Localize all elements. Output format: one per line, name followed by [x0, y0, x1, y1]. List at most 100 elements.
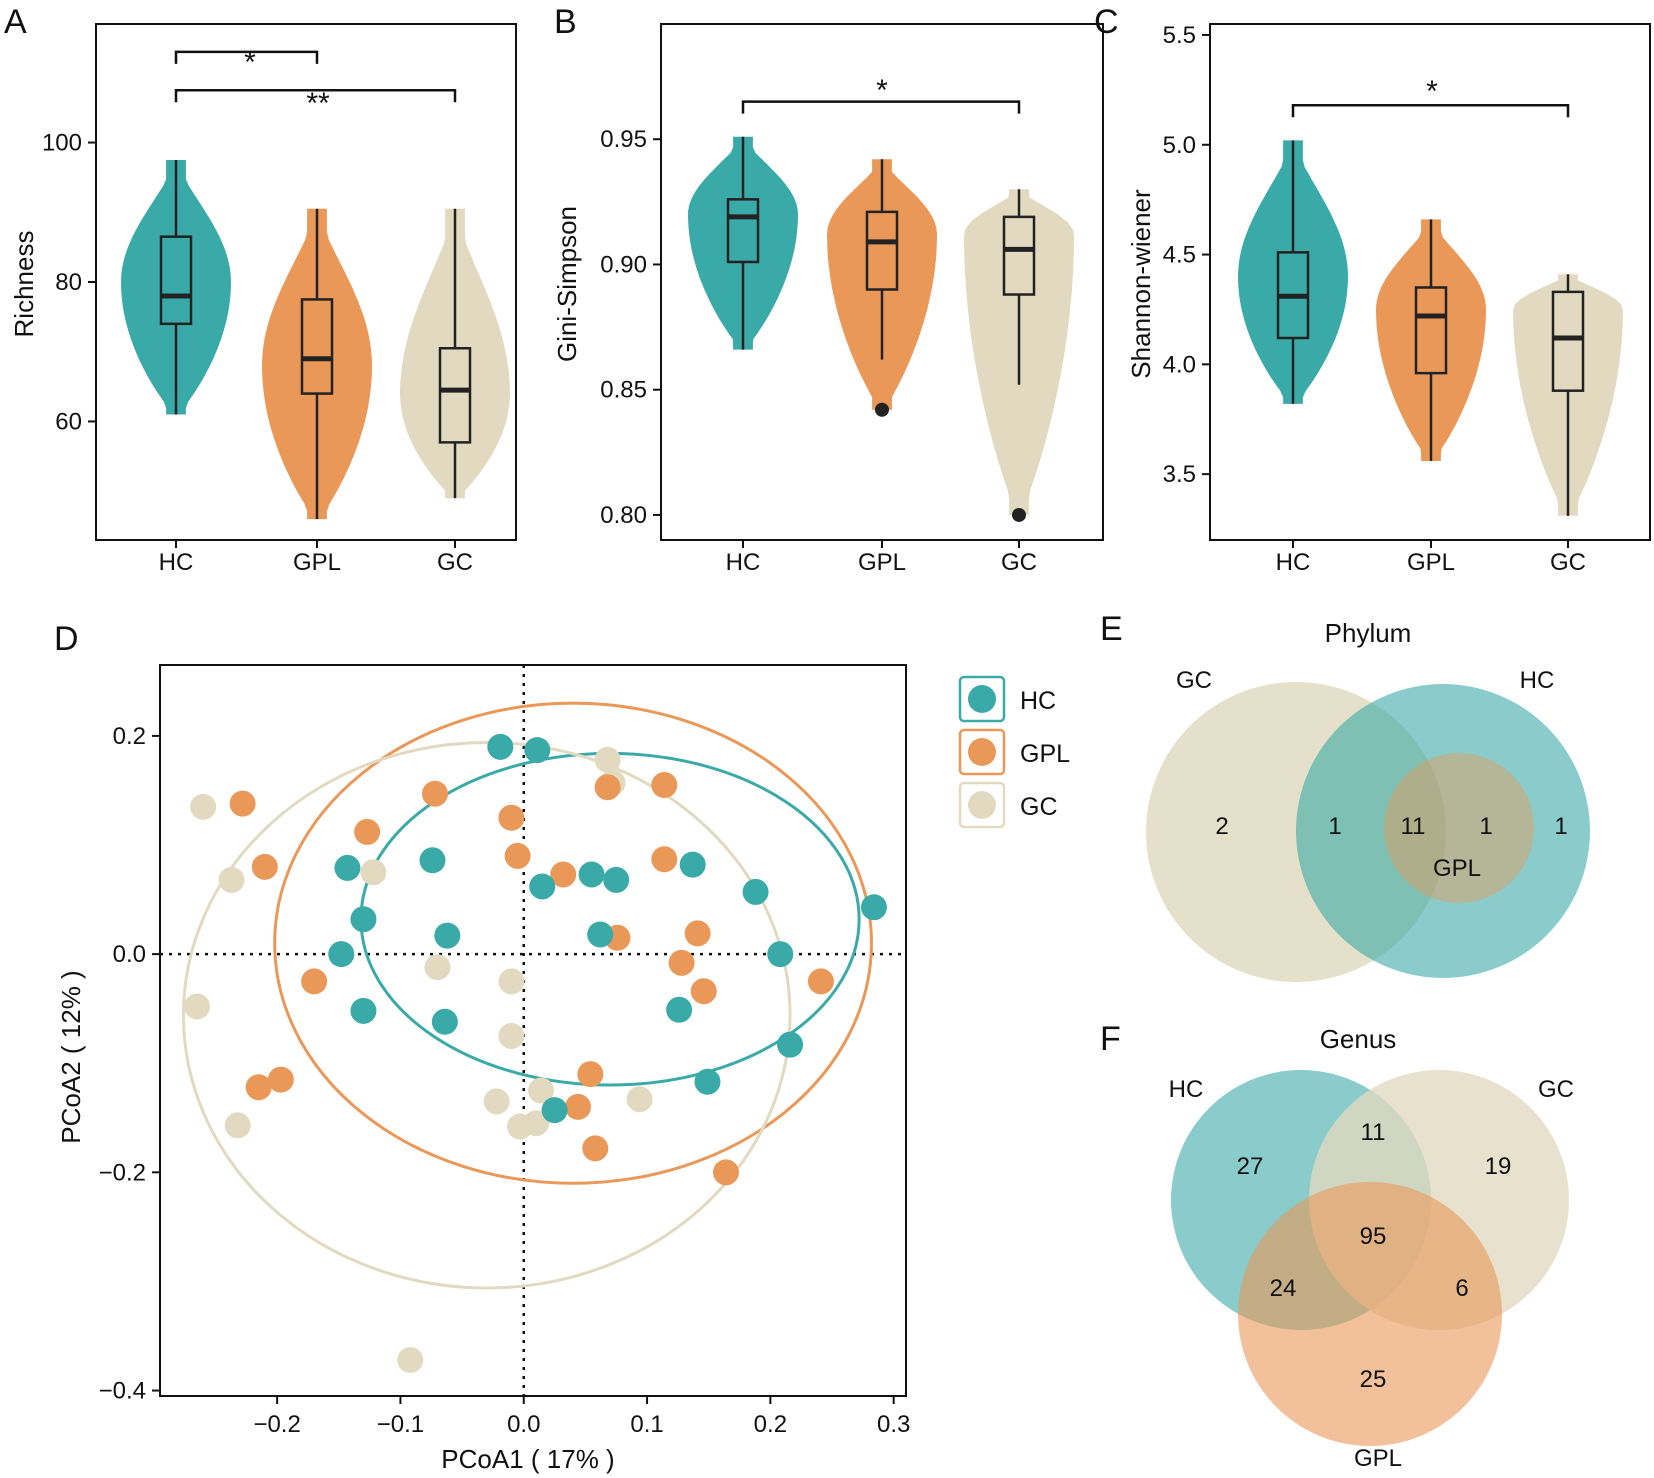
point-gc [224, 1112, 251, 1139]
point-gc [594, 746, 621, 773]
point-gc [498, 968, 525, 995]
legend-label-hc: HC [1020, 687, 1056, 715]
point-hc [694, 1068, 721, 1095]
shannon-violin-panel: Shannon-wiener HC GPL GC * 3.5 4.0 4.5 5.0 5… [1126, 22, 1651, 576]
panel-a-ylabel: Richness [9, 231, 39, 338]
panel-b-ylabel: Gini-Simpson [552, 206, 582, 362]
panel-label-d: D [54, 620, 79, 658]
panel-c-ylabel: Shannon-wiener [1126, 189, 1156, 379]
panel-a-ytick-label: 80 [55, 269, 82, 296]
point-hc [541, 1097, 568, 1124]
point-hc [419, 847, 446, 874]
point-gpl [651, 846, 678, 873]
violin-hc [688, 136, 798, 350]
genus-count-hc-only: 27 [1237, 1153, 1264, 1180]
pcoa-xtick-label: 0.3 [877, 1411, 910, 1438]
point-hc [434, 922, 461, 949]
box-hc [726, 198, 760, 264]
point-gpl [565, 1093, 592, 1120]
point-gpl [550, 861, 577, 888]
box-hc [159, 235, 193, 326]
panel-label-b: B [554, 3, 577, 41]
point-gpl [245, 1074, 272, 1101]
point-gpl [229, 790, 256, 817]
point-hc [524, 737, 551, 764]
panel-b-xtick-hc: HC [726, 549, 761, 576]
point-hc [529, 873, 556, 900]
panel-c-xtick-hc: HC [1276, 549, 1311, 576]
point-gpl [690, 978, 717, 1005]
significance-bracket [741, 100, 1021, 114]
point-hc [777, 1031, 804, 1058]
point-hc [587, 921, 614, 948]
panel-a-ytick-label: 100 [42, 130, 82, 157]
panel-b-sig-label: * [876, 74, 888, 107]
point-hc [431, 1008, 458, 1035]
panel-a-sig-label-1: * [244, 46, 256, 79]
point-hc [350, 906, 377, 933]
pcoa-frame [159, 664, 907, 1397]
violin-gpl [827, 159, 937, 410]
pcoa-ytick-label: −0.2 [99, 1159, 146, 1186]
legend-marker-gc [968, 791, 996, 819]
point-gpl [577, 1061, 604, 1088]
significance-bracket [1291, 103, 1570, 118]
phylum-set-gpl [1384, 753, 1534, 903]
point-gpl [582, 1135, 609, 1162]
legend-label-gpl: GPL [1020, 740, 1070, 768]
genus-count-hc-gpl: 24 [1270, 1275, 1297, 1302]
pcoa-ytick-label: 0.0 [113, 941, 146, 968]
phylum-venn-title: Phylum [1325, 618, 1412, 648]
legend-label-gc: GC [1020, 793, 1058, 821]
panel-c-sig-label: * [1426, 75, 1438, 108]
panel-b-ytick-label: 0.85 [600, 377, 647, 404]
genus-count-gpl-only: 25 [1360, 1366, 1387, 1393]
point-gc [183, 993, 210, 1020]
significance-bracket [174, 50, 319, 64]
violin-hc [1238, 140, 1348, 404]
genus-set-gpl [1238, 1182, 1502, 1446]
box-gpl [300, 298, 334, 395]
panel-c-xtick-gpl: GPL [1407, 549, 1455, 576]
point-hc [666, 996, 693, 1023]
point-hc [603, 866, 630, 893]
panel-a-sig-label-2: ** [306, 87, 330, 120]
genus-label-gc: GC [1538, 1076, 1574, 1103]
point-gpl [712, 1159, 739, 1186]
point-gpl [354, 818, 381, 845]
pcoa-ytick-label: 0.2 [113, 723, 146, 750]
genus-label-gpl: GPL [1354, 1445, 1402, 1472]
point-hc [679, 851, 706, 878]
panel-b-xtick-gc: GC [1001, 549, 1037, 576]
phylum-count-gc-hc: 1 [1328, 813, 1341, 840]
point-gpl [594, 774, 621, 801]
ellipse-gc [181, 740, 792, 1290]
point-gpl [651, 772, 678, 799]
panel-a-xtick-gpl: GPL [293, 549, 341, 576]
pcoa-xtick-label: 0.1 [630, 1411, 663, 1438]
point-gc [523, 1110, 550, 1137]
point-gc [218, 866, 245, 893]
legend-marker-hc [968, 685, 996, 713]
legend-marker-gpl [968, 738, 996, 766]
panel-d-ylabel: PCoA2 ( 12% ) [56, 970, 86, 1143]
outlier-gc [1012, 507, 1026, 522]
pcoa-xtick-label: −0.1 [377, 1411, 424, 1438]
point-hc [328, 941, 355, 968]
outlier-gpl [875, 402, 889, 417]
pcoa-xtick-label: −0.2 [253, 1411, 300, 1438]
phylum-count-all: 11 [1401, 813, 1426, 840]
pcoa-xtick-label: 0.0 [507, 1411, 540, 1438]
panel-a-xtick-gc: GC [437, 549, 473, 576]
point-gpl [301, 968, 328, 995]
violin-hc [121, 160, 231, 415]
box-gpl [865, 210, 899, 291]
point-gc [626, 1086, 653, 1113]
panel-c-ytick-label: 5.5 [1163, 22, 1196, 49]
point-hc [334, 854, 361, 881]
point-gc [190, 793, 217, 820]
point-gc [424, 954, 451, 981]
box-gc [1002, 215, 1036, 296]
box-gpl [1414, 286, 1448, 375]
